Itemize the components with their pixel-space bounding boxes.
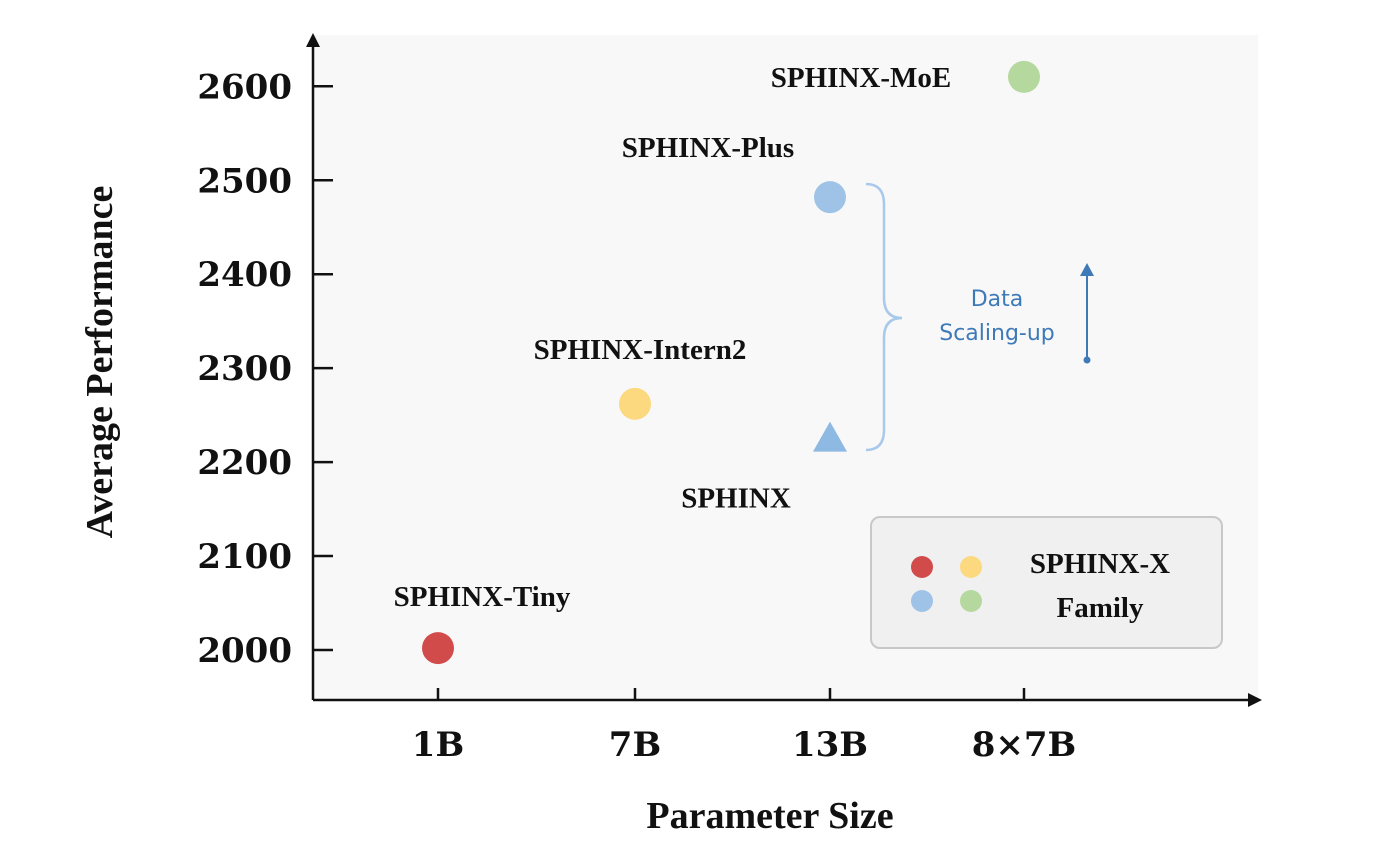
x-tick-label: 13B (792, 725, 868, 765)
point-sphinx-tiny (422, 632, 454, 665)
x-tick-label: 8×7B (972, 725, 1077, 765)
point-sphinx-moe (1008, 60, 1040, 93)
point-label-sphinx-moe: SPHINX-MoE (771, 62, 951, 94)
x-tick-label: 1B (412, 725, 464, 765)
y-tick-label: 2300 (197, 349, 292, 389)
x-axis-arrow (1248, 693, 1262, 707)
legend: SPHINX-X Family (870, 516, 1223, 649)
legend-swatch-green (960, 590, 982, 612)
x-tick-labels: 1B 7B 13B 8×7B (412, 688, 1076, 765)
point-sphinx (813, 421, 847, 452)
y-tick-label: 2100 (197, 537, 292, 577)
point-label-sphinx-plus: SPHINX-Plus (622, 132, 794, 164)
point-label-sphinx: SPHINX (681, 483, 791, 515)
legend-swatch-blue (911, 590, 933, 612)
annotation-line-1: Data (971, 287, 1024, 312)
y-tick-label: 2400 (197, 255, 292, 295)
scaling-arrow-head (1080, 263, 1094, 276)
legend-swatch-red (911, 556, 933, 578)
scaling-brace (865, 182, 903, 452)
legend-line-1: SPHINX-X (1030, 548, 1170, 580)
y-axis-title: Average Performance (79, 186, 121, 539)
annotation-line-2: Scaling-up (939, 321, 1055, 346)
y-tick-label: 2500 (197, 161, 292, 201)
y-axis-arrow (306, 33, 320, 47)
legend-line-2: Family (1057, 592, 1144, 624)
y-tick-label: 2600 (197, 67, 292, 107)
point-sphinx-plus (814, 181, 846, 214)
point-label-sphinx-tiny: SPHINX-Tiny (394, 581, 571, 613)
x-axis-title: Parameter Size (646, 795, 893, 837)
x-tick-label: 7B (609, 725, 661, 765)
scaling-arrow-tail (1083, 356, 1091, 364)
point-label-sphinx-intern2: SPHINX-Intern2 (534, 334, 747, 366)
point-sphinx-intern2 (619, 387, 651, 420)
y-tick-labels: 2000 2100 2200 2300 2400 2500 2600 (197, 67, 333, 671)
y-tick-label: 2200 (197, 443, 292, 483)
y-tick-label: 2000 (197, 631, 292, 671)
legend-box (870, 516, 1223, 649)
data-points: SPHINX-Tiny SPHINX-Intern2 SPHINX SPHINX-Pl… (394, 60, 1040, 665)
legend-swatch-yellow (960, 556, 982, 578)
